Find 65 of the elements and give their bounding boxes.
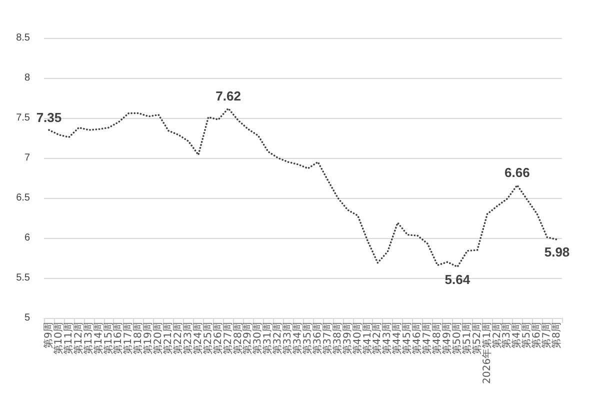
data-label: 6.66 xyxy=(504,165,530,180)
x-tick-label: 第45周 xyxy=(401,322,414,355)
x-tick-label: 第23周 xyxy=(182,322,194,355)
y-tick-label: 5.5 xyxy=(16,272,30,284)
x-tick-label: 第10周 xyxy=(52,322,64,355)
x-tick-label: 第14周 xyxy=(92,322,104,355)
x-tick-label: 第5周 xyxy=(520,322,533,348)
x-tick-label: 第51周 xyxy=(460,322,473,355)
x-tick-label: 第37周 xyxy=(321,322,334,355)
x-tick-label: 第40周 xyxy=(351,322,364,355)
x-tick-label: 第41周 xyxy=(361,322,374,355)
y-tick-label: 6 xyxy=(24,232,30,244)
x-tick-label: 第25周 xyxy=(202,322,214,355)
x-tick-label: 第24周 xyxy=(192,322,204,355)
x-tick-label: 第46周 xyxy=(411,322,424,355)
data-label: 7.35 xyxy=(36,110,62,125)
x-tick-label: 第28周 xyxy=(232,322,244,355)
x-tick-label: 第26周 xyxy=(212,322,224,355)
x-tick-label: 第33周 xyxy=(282,322,294,355)
y-tick-label: 7 xyxy=(24,152,30,164)
x-tick-label: 第31周 xyxy=(262,322,274,355)
x-tick-label: 第49周 xyxy=(440,322,453,355)
x-tick-label: 第17周 xyxy=(122,322,134,355)
x-tick-label: 第4周 xyxy=(510,322,523,348)
y-tick-label: 8.5 xyxy=(16,32,30,44)
x-tick-label: 第6周 xyxy=(530,322,543,348)
x-tick-label: 第38周 xyxy=(331,322,344,355)
x-tick-label: 第11周 xyxy=(62,322,74,355)
x-tick-label: 第29周 xyxy=(242,322,254,355)
x-tick-label: 第19周 xyxy=(142,322,154,355)
x-tick-label: 第21周 xyxy=(162,322,174,355)
x-tick-label: 第36周 xyxy=(311,322,324,355)
x-tick-label: 第8周 xyxy=(550,322,563,348)
x-tick-label: 第44周 xyxy=(391,322,404,355)
x-tick-label: 第2周 xyxy=(490,322,503,348)
x-tick-label: 第16周 xyxy=(112,322,124,355)
x-tick-label: 第15周 xyxy=(102,322,114,355)
x-tick-label: 第32周 xyxy=(272,322,284,355)
x-tick-label: 第9周 xyxy=(42,322,54,348)
x-tick-label: 第47周 xyxy=(421,322,434,355)
data-label: 5.64 xyxy=(444,272,471,287)
x-tick-label: 第30周 xyxy=(252,322,264,355)
y-tick-label: 8 xyxy=(24,72,30,84)
y-tick-label: 7.5 xyxy=(16,112,30,124)
x-tick-label: 第20周 xyxy=(152,322,164,355)
x-tick-label: 第7周 xyxy=(540,322,553,348)
data-label: 7.62 xyxy=(216,88,241,104)
y-tick-label: 6.5 xyxy=(16,192,30,204)
x-tick-label: 第48周 xyxy=(430,322,443,355)
x-tick-label: 第35周 xyxy=(301,322,314,355)
x-tick-label: 第12周 xyxy=(72,322,84,355)
x-tick-label: 第18周 xyxy=(132,322,144,355)
x-tick-label: 第43周 xyxy=(381,322,394,355)
x-tick-label: 第22周 xyxy=(172,322,184,355)
x-tick-label: 第42周 xyxy=(371,322,384,355)
x-tick-label: 第27周 xyxy=(222,322,234,355)
x-tick-label: 2026年第1周 xyxy=(480,322,493,384)
data-label: 5.98 xyxy=(544,244,570,260)
x-tick-label: 第52周 xyxy=(470,322,483,355)
x-tick-label: 第50周 xyxy=(450,322,463,355)
x-tick-label: 第34周 xyxy=(292,322,304,355)
x-tick-label: 第13周 xyxy=(82,322,94,355)
x-tick-label: 第39周 xyxy=(341,322,354,355)
x-tick-label: 第3周 xyxy=(500,322,513,348)
y-tick-label: 5 xyxy=(24,312,30,324)
